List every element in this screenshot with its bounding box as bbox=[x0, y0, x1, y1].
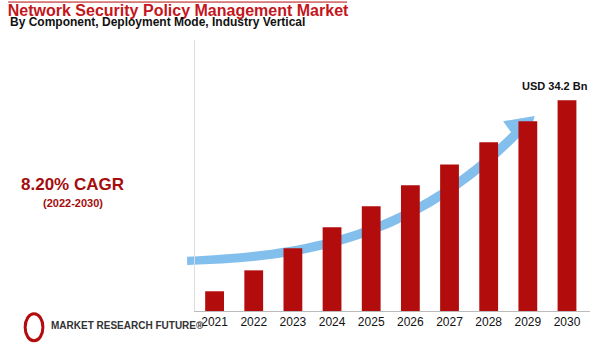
svg-text:2021: 2021 bbox=[201, 315, 228, 329]
svg-text:2025: 2025 bbox=[358, 315, 385, 329]
svg-text:Network Security Policy Manage: Network Security Policy Management Marke… bbox=[8, 2, 349, 19]
svg-text:2026: 2026 bbox=[397, 315, 424, 329]
svg-text:2022: 2022 bbox=[240, 315, 267, 329]
svg-text:2024: 2024 bbox=[319, 315, 346, 329]
svg-text:(2022-2030): (2022-2030) bbox=[43, 197, 103, 209]
svg-text:2030: 2030 bbox=[554, 315, 581, 329]
svg-text:By Component, Deployment Mode,: By Component, Deployment Mode, Industry … bbox=[10, 15, 305, 29]
svg-text:2029: 2029 bbox=[514, 315, 541, 329]
svg-text:MARKET RESEARCH FUTURE®: MARKET RESEARCH FUTURE® bbox=[51, 320, 204, 331]
svg-text:2027: 2027 bbox=[436, 315, 463, 329]
svg-text:2023: 2023 bbox=[280, 315, 307, 329]
svg-text:USD 34.2 Bn: USD 34.2 Bn bbox=[522, 80, 588, 92]
svg-text:8.20% CAGR: 8.20% CAGR bbox=[21, 175, 124, 194]
svg-text:2028: 2028 bbox=[475, 315, 502, 329]
